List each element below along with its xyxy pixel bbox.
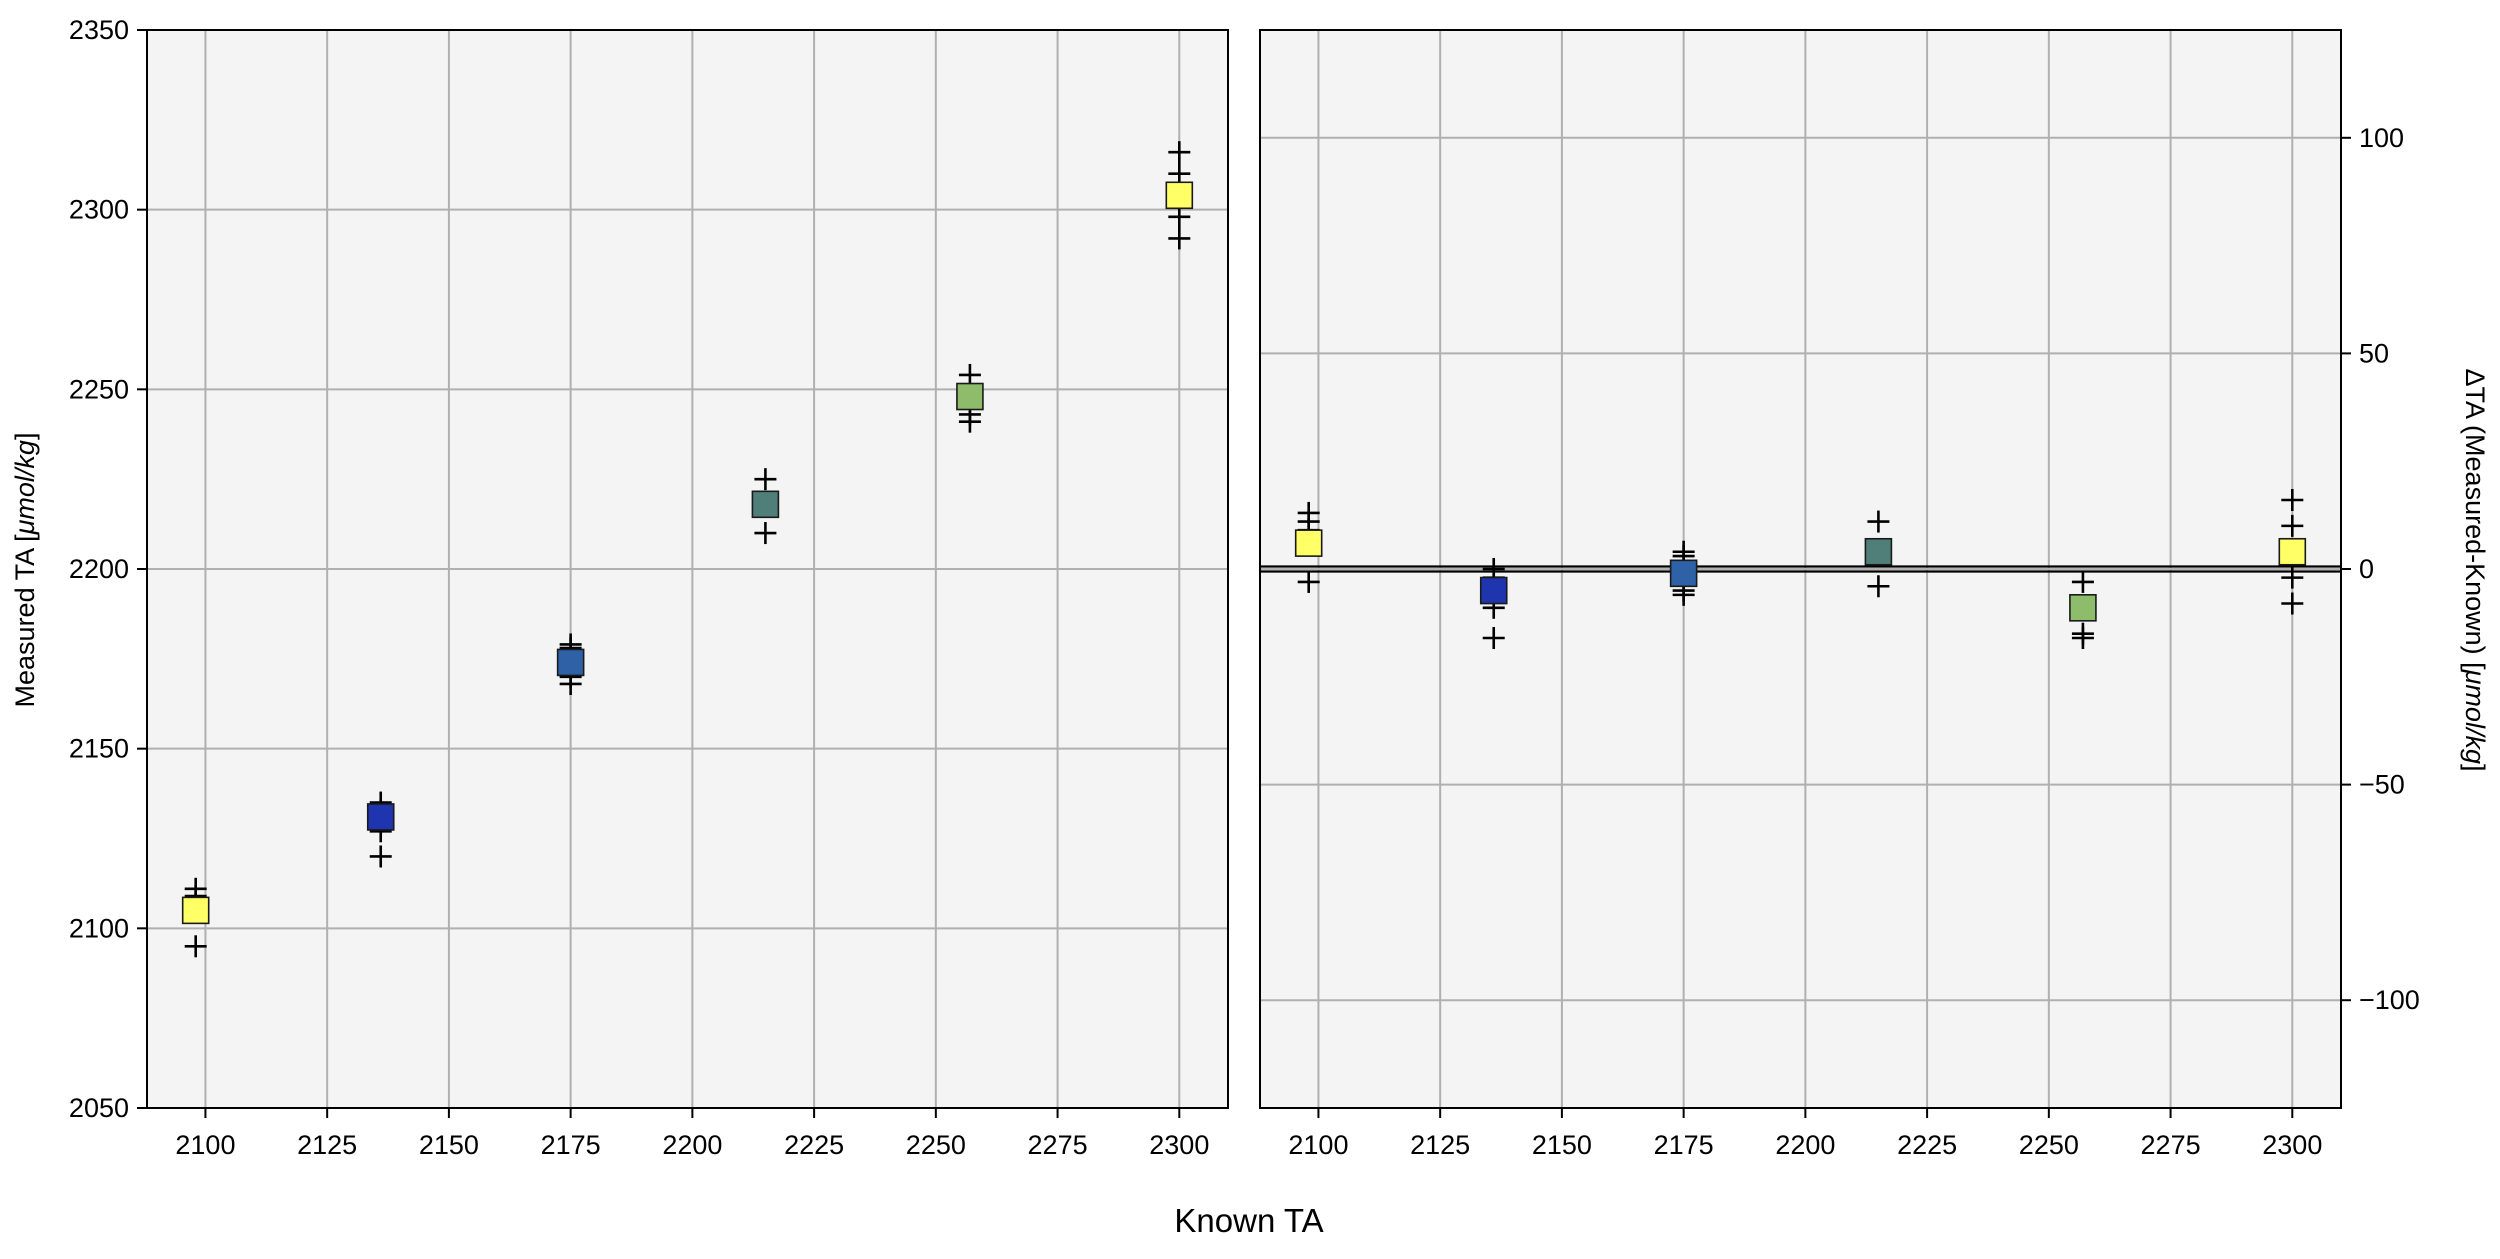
y-tick-label: 2150	[69, 734, 129, 764]
mean-point	[2069, 594, 2097, 622]
mean-point	[2278, 537, 2307, 566]
replicate-point	[1168, 227, 1191, 250]
mean-point	[1479, 576, 1508, 605]
x-tick-label: 2100	[1288, 1130, 1348, 1160]
mean-point	[366, 803, 395, 831]
y-tick-label: 2100	[69, 913, 129, 943]
x-tick-label: 2200	[1775, 1130, 1835, 1160]
right-panel: 2100 2125 2150 2175 2200 2225 2250 2275 2300 −100…	[1259, 29, 2420, 1160]
right-y-axis-label: ΔTA (Measured-Known) [μmol/kg]	[2460, 369, 2490, 772]
replicate-point	[1867, 510, 1890, 533]
y-tick-label: −100	[2359, 985, 2420, 1015]
y-tick-label: 2200	[69, 554, 129, 584]
replicate-point	[1168, 205, 1191, 228]
replicate-point	[1297, 570, 1320, 593]
replicate-point	[559, 672, 582, 695]
x-tick-label: 2300	[2262, 1130, 2322, 1160]
replicate-point	[1168, 141, 1191, 164]
replicate-point	[2281, 592, 2304, 615]
mean-point	[1669, 559, 1698, 588]
x-tick-label: 2225	[1897, 1130, 1957, 1160]
x-tick-label: 2250	[2019, 1130, 2079, 1160]
x-tick-label: 2200	[662, 1130, 722, 1160]
replicate-point	[1482, 626, 1505, 649]
replicate-point	[2071, 570, 2094, 593]
replicate-point	[958, 410, 981, 433]
mean-point	[751, 490, 780, 519]
x-tick-label: 2150	[419, 1130, 479, 1160]
mean-point	[956, 382, 984, 411]
x-tick-label: 2150	[1532, 1130, 1592, 1160]
mean-point	[1864, 537, 1893, 566]
x-tick-label: 2125	[297, 1130, 357, 1160]
replicate-point	[754, 522, 777, 545]
mean-point	[181, 896, 210, 925]
replicate-point	[2281, 514, 2304, 537]
shared-x-axis-label: Known TA	[1174, 1202, 1323, 1239]
mean-point	[1294, 529, 1323, 557]
x-tick-label: 2225	[784, 1130, 844, 1160]
replicate-point	[2281, 489, 2304, 512]
mean-point	[1165, 181, 1194, 210]
x-tick-label: 2275	[1028, 1130, 1088, 1160]
left-y-axis-label: Measured TA [μmol/kg]	[10, 433, 40, 708]
x-tick-label: 2125	[1410, 1130, 1470, 1160]
y-tick-label: 2250	[69, 374, 129, 404]
replicate-point	[754, 468, 777, 491]
replicate-point	[2071, 626, 2094, 649]
y-tick-label: 50	[2359, 338, 2389, 368]
y-tick-label: 2050	[69, 1093, 129, 1123]
x-tick-label: 2175	[541, 1130, 601, 1160]
x-tick-label: 2100	[175, 1130, 235, 1160]
y-tick-label: 2350	[69, 15, 129, 45]
y-tick-label: −50	[2359, 770, 2405, 800]
x-tick-label: 2175	[1654, 1130, 1714, 1160]
mean-point	[556, 648, 585, 677]
replicate-point	[2281, 566, 2304, 589]
y-tick-label: 2300	[69, 195, 129, 225]
x-tick-label: 2275	[2141, 1130, 2201, 1160]
replicate-point	[369, 845, 392, 868]
x-tick-label: 2300	[1149, 1130, 1209, 1160]
x-tick-label: 2250	[906, 1130, 966, 1160]
replicate-point	[1672, 583, 1695, 606]
replicate-point	[184, 935, 207, 958]
replicate-point	[1867, 575, 1890, 598]
y-tick-label: 100	[2359, 123, 2404, 153]
y-tick-label: 0	[2359, 554, 2374, 584]
replicate-point	[1168, 162, 1191, 185]
left-panel: 2100 2125 2150 2175 2200 2225 2250 2275 2300 2050…	[69, 15, 1229, 1160]
replicate-point	[958, 363, 981, 386]
